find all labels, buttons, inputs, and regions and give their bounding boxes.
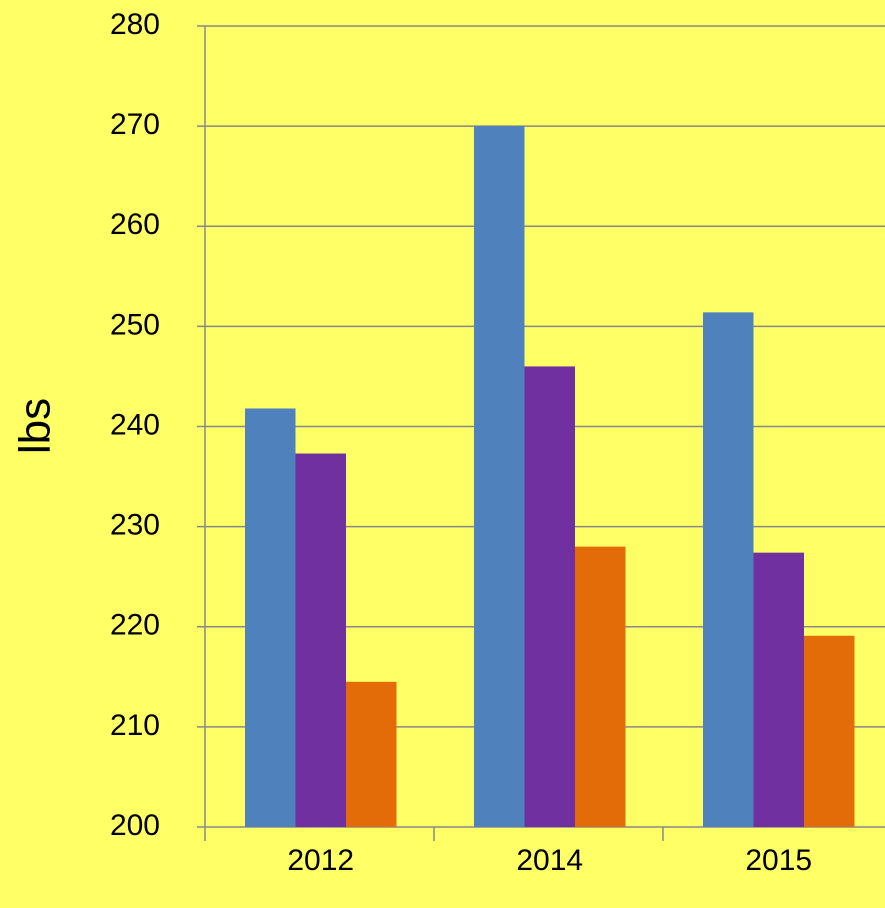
bar <box>245 408 296 827</box>
y-tick-label: 260 <box>110 208 160 241</box>
y-tick-label: 250 <box>110 308 160 341</box>
y-tick-label: 220 <box>110 609 160 642</box>
y-tick-label: 230 <box>110 509 160 542</box>
bar <box>703 312 754 827</box>
bar <box>524 366 575 827</box>
y-tick-label: 200 <box>110 809 160 842</box>
bar <box>753 552 804 827</box>
bar <box>295 453 346 827</box>
y-tick-label: 240 <box>110 408 160 441</box>
y-axis-label: lbs <box>11 398 60 454</box>
bar <box>346 681 397 827</box>
x-tick-label: 2015 <box>745 844 812 877</box>
y-tick-label: 280 <box>110 8 160 41</box>
x-tick-label: 2014 <box>516 844 583 877</box>
y-tick-label: 210 <box>110 709 160 742</box>
bar <box>575 546 626 827</box>
bar <box>804 635 855 827</box>
bar <box>474 126 525 827</box>
x-tick-label: 2012 <box>287 844 354 877</box>
y-tick-label: 270 <box>110 108 160 141</box>
